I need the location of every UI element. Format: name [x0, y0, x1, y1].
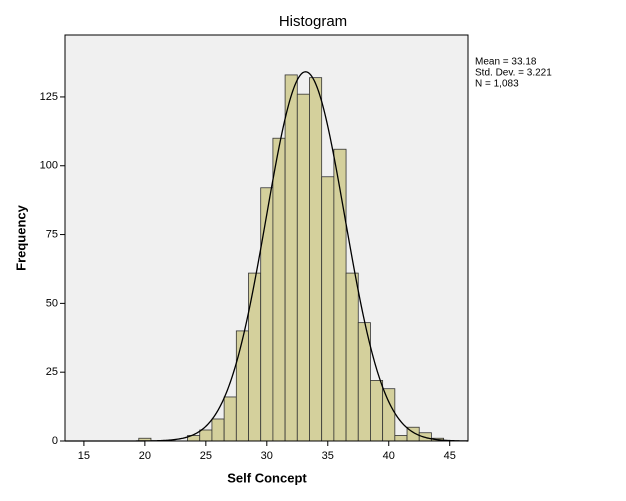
bar: [248, 272, 262, 442]
bar: [211, 418, 225, 442]
bar: [223, 396, 237, 442]
y-tick-label: 50: [46, 297, 58, 309]
bar: [199, 429, 213, 442]
bar: [370, 380, 384, 442]
x-tick-label: 40: [383, 450, 395, 462]
bar: [321, 176, 335, 442]
x-tick-label: 45: [444, 450, 456, 462]
x-tick-label: 15: [78, 450, 90, 462]
x-tick-label: 30: [261, 450, 273, 462]
plot-border: [64, 34, 469, 442]
bar: [272, 137, 286, 442]
bar: [309, 77, 323, 442]
y-axis-label: Frequency: [13, 204, 28, 271]
y-tick-label: 0: [52, 435, 58, 447]
bar: [296, 93, 310, 442]
y-tick-label: 100: [40, 160, 58, 172]
stat-text: N = 1,083: [475, 79, 519, 90]
stat-text: Std. Dev. = 3.221: [475, 68, 552, 79]
x-tick-label: 35: [322, 450, 334, 462]
y-tick-label: 75: [46, 228, 58, 240]
x-tick-label: 20: [139, 450, 151, 462]
stat-text: Mean = 33.18: [475, 57, 537, 68]
bar: [394, 435, 408, 442]
x-axis-label: Self Concept: [227, 470, 307, 485]
bar: [235, 330, 249, 442]
bar: [260, 187, 274, 442]
y-tick-label: 125: [40, 91, 58, 103]
x-tick-label: 25: [200, 450, 212, 462]
y-tick-label: 25: [46, 366, 58, 378]
chart-title: Histogram: [279, 13, 347, 30]
bar: [382, 388, 396, 442]
bar: [284, 74, 298, 442]
bar: [345, 272, 359, 442]
